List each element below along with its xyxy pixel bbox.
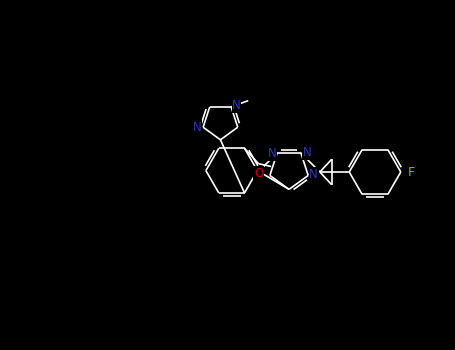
- Text: F: F: [408, 166, 415, 178]
- Text: O: O: [254, 167, 263, 180]
- Text: N: N: [303, 146, 312, 159]
- Text: N: N: [268, 147, 276, 160]
- Text: N: N: [309, 168, 318, 181]
- Text: N: N: [192, 121, 201, 134]
- Text: N: N: [232, 99, 241, 112]
